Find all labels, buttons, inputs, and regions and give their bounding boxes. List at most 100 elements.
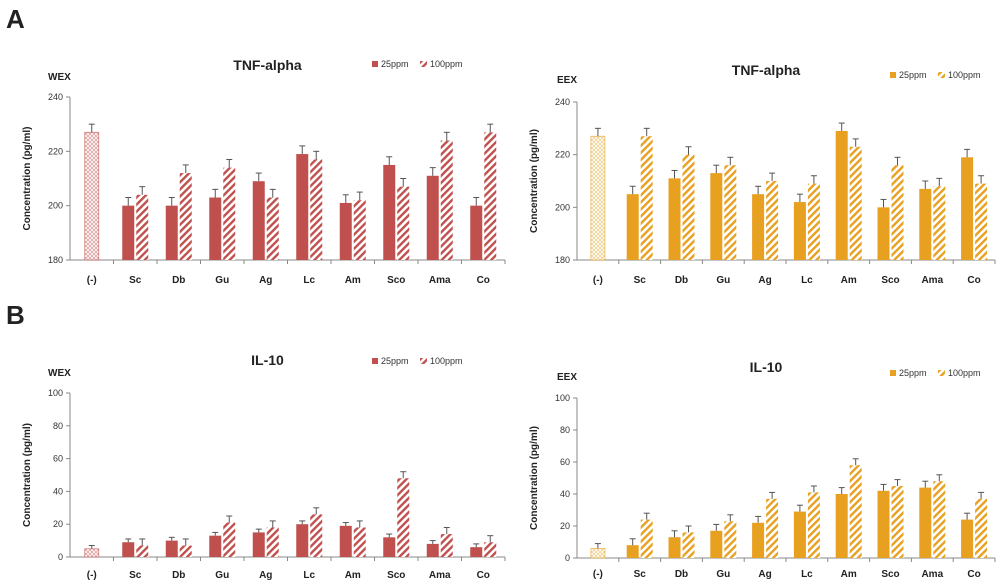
legend: 25ppm 100ppm (372, 356, 463, 366)
bar-100ppm (849, 146, 862, 260)
bar-100ppm (975, 183, 988, 260)
x-tick-label: Sc (129, 275, 142, 286)
bar-25ppm (470, 547, 483, 557)
bar-100ppm (849, 465, 862, 558)
bar-100ppm (724, 521, 737, 558)
chart-title: IL-10 (251, 352, 284, 368)
bar-100ppm (640, 519, 653, 558)
legend-label: 25ppm (381, 356, 409, 366)
bar-100ppm (640, 136, 653, 260)
bar-25ppm (165, 205, 178, 260)
legend-swatch-solid (372, 61, 378, 67)
bar-25ppm (209, 535, 222, 557)
y-tick-label: 60 (53, 454, 63, 464)
y-tick-label: 220 (555, 150, 570, 160)
legend-label: 25ppm (381, 59, 409, 69)
x-tick-label: Ag (758, 569, 771, 580)
y-tick-label: 200 (555, 202, 570, 212)
bar-100ppm (223, 167, 236, 260)
x-tick-label: Am (841, 569, 857, 580)
y-tick-label: 20 (53, 519, 63, 529)
bar-25ppm (835, 494, 848, 558)
x-tick-label: Ama (429, 275, 451, 286)
bar-100ppm (807, 492, 820, 558)
legend-swatch-solid (890, 72, 896, 78)
y-tick-label: 180 (555, 255, 570, 265)
bar-25ppm (122, 205, 135, 260)
panel-label-a: A (6, 4, 25, 34)
y-tick-label: 240 (48, 92, 63, 102)
x-tick-label: Db (675, 569, 688, 580)
bar-100ppm (484, 542, 497, 557)
bar-25ppm (252, 532, 265, 557)
x-tick-label: Ag (758, 275, 771, 286)
y-tick-label: 0 (565, 553, 570, 563)
bar-25ppm (919, 188, 932, 260)
bar-25ppm (209, 197, 222, 260)
legend: 25ppm 100ppm (890, 368, 981, 378)
x-tick-label: Gu (716, 275, 730, 286)
x-tick-label: (-) (593, 569, 603, 580)
bar-25ppm (961, 157, 974, 260)
chart-1: TNF-alpha WEX Concentration (pg/ml) 25ppm 10… (22, 57, 506, 286)
bar-100ppm (310, 514, 323, 557)
bar-25ppm (919, 487, 932, 558)
x-tick-label: Sco (387, 275, 405, 286)
x-tick-label: Sco (881, 569, 899, 580)
bar-100ppm (682, 154, 695, 260)
bar-25ppm (122, 542, 135, 557)
bar-100ppm (440, 140, 453, 260)
bar-25ppm (296, 154, 309, 260)
bar-100ppm (397, 478, 410, 557)
legend-swatch-hatched (938, 72, 945, 78)
bar-25ppm (626, 194, 639, 260)
x-tick-label: Lc (303, 570, 315, 580)
bar-25ppm (877, 490, 890, 558)
y-tick-label: 100 (555, 393, 570, 403)
x-tick-label: Lc (801, 275, 813, 286)
x-tick-label: Gu (716, 569, 730, 580)
y-tick-label: 200 (48, 201, 63, 211)
y-tick-label: 40 (560, 489, 570, 499)
bar-25ppm (710, 530, 723, 558)
y-tick-label: 180 (48, 255, 63, 265)
chart-title: TNF-alpha (732, 62, 801, 78)
x-tick-label: Sco (387, 570, 405, 580)
bar-25ppm (165, 540, 178, 557)
bar-25ppm (252, 181, 265, 260)
x-tick-label: Co (477, 570, 490, 580)
bar-25ppm (710, 173, 723, 260)
bar-100ppm (397, 186, 410, 260)
legend-swatch-solid (372, 358, 378, 364)
bar-100ppm (807, 183, 820, 260)
legend-label: 25ppm (899, 368, 927, 378)
legend-label: 100ppm (948, 70, 981, 80)
x-tick-label: Am (345, 275, 361, 286)
y-axis-title: Concentration (pg/ml) (22, 127, 33, 231)
y-tick-label: 0 (58, 552, 63, 562)
y-tick-label: 220 (48, 146, 63, 156)
bar-100ppm (136, 545, 149, 557)
y-tick-label: 240 (555, 97, 570, 107)
bar-control (84, 548, 100, 558)
legend-swatch-hatched (420, 61, 427, 67)
chart-2: TNF-alpha EEX Concentration (pg/ml) 25ppm 10… (529, 62, 996, 286)
bar-100ppm (266, 527, 279, 557)
y-axis-title: Concentration (pg/ml) (22, 423, 33, 527)
bar-100ppm (440, 534, 453, 557)
x-tick-label: Am (841, 275, 857, 286)
x-tick-label: Gu (215, 570, 229, 580)
x-tick-label: Db (172, 275, 185, 286)
x-tick-label: Co (477, 275, 490, 286)
bar-100ppm (266, 197, 279, 260)
bar-25ppm (339, 202, 352, 260)
bar-25ppm (668, 537, 681, 558)
bar-100ppm (933, 186, 946, 260)
legend-label: 25ppm (899, 70, 927, 80)
legend: 25ppm 100ppm (372, 59, 463, 69)
bar-100ppm (766, 181, 779, 260)
bar-100ppm (891, 486, 904, 558)
x-tick-label: Sc (634, 569, 647, 580)
bar-100ppm (310, 159, 323, 260)
legend-swatch-hatched (938, 370, 945, 376)
